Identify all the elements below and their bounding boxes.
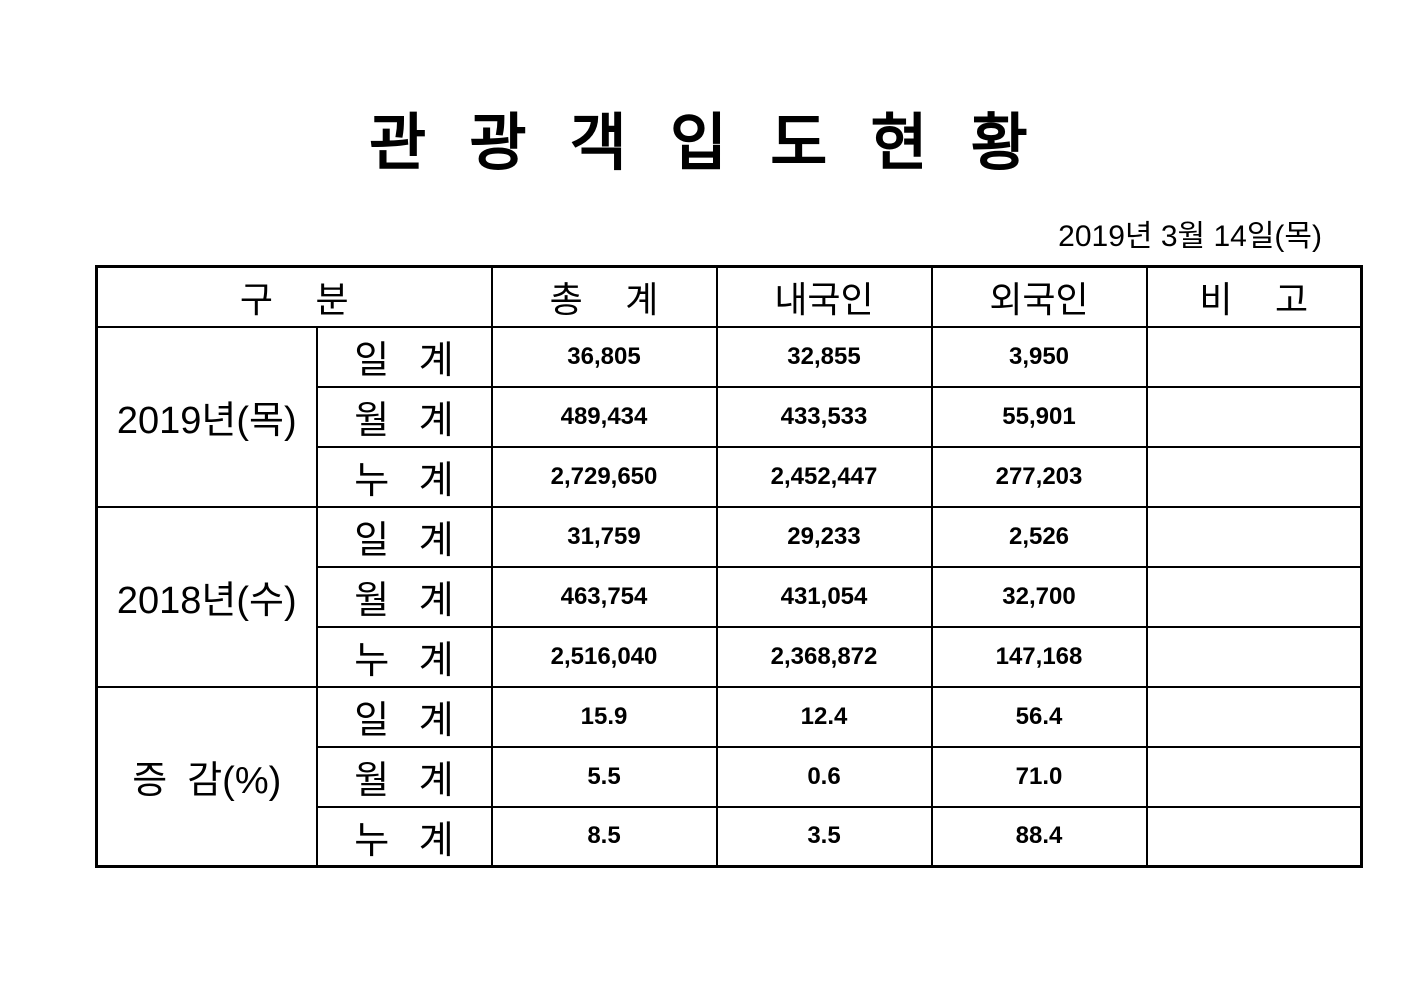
table-row: 2019년(목) 일 계 36,805 32,855 3,950 [95,325,1363,508]
cell-remarks [1145,325,1363,388]
cell-remarks [1145,745,1363,808]
cell-foreign: 147,168 [930,625,1148,688]
header-remarks: 비 고 [1145,265,1363,328]
page-title: 관 광 객 입 도 현 황 [369,109,1034,178]
cell-foreign: 3,950 [930,325,1148,388]
cell-total: 463,754 [490,565,718,628]
cell-domestic: 2,452,447 [715,445,933,508]
cell-total: 489,434 [490,385,718,448]
table-row: 누 계 2,516,040 2,368,872 147,168 [97,625,1363,688]
cell-domestic: 32,855 [715,325,933,388]
cell-total: 36,805 [490,325,718,388]
table-row: 누 계 8.5 3.5 88.4 [97,805,1363,868]
group-change-label: 증 감(%) [95,685,318,868]
cell-domestic: 2,368,872 [715,625,933,688]
cell-domestic: 431,054 [715,565,933,628]
cell-remarks [1145,805,1363,868]
cell-domestic: 12.4 [715,685,933,748]
table-row: 월 계 5.5 0.6 71.0 [97,745,1363,808]
cell-total: 31,759 [490,505,718,568]
cell-domestic: 29,233 [715,505,933,568]
header-domestic: 내국인 [715,265,933,328]
cell-foreign: 56.4 [930,685,1148,748]
row-label-daily: 일 계 [315,325,493,388]
table-row: 월 계 489,434 433,533 55,901 [97,385,1363,448]
row-label-monthly: 월 계 [315,385,493,448]
header-foreign: 외국인 [930,265,1148,328]
row-label-cumulative: 누 계 [315,805,493,868]
cell-total: 2,729,650 [490,445,718,508]
cell-foreign: 277,203 [930,445,1148,508]
cell-remarks [1145,625,1363,688]
cell-foreign: 32,700 [930,565,1148,628]
header-row: 구 분 총 계 내국인 외국인 비 고 [95,265,1363,328]
cell-remarks [1145,565,1363,628]
row-label-monthly: 월 계 [315,565,493,628]
row-label-cumulative: 누 계 [315,625,493,688]
table-row: 증 감(%) 일 계 15.9 12.4 56.4 [95,685,1363,868]
cell-total: 2,516,040 [490,625,718,688]
cell-remarks [1145,685,1363,748]
cell-total: 15.9 [490,685,718,748]
header-category: 구 분 [95,265,493,328]
cell-domestic: 3.5 [715,805,933,868]
row-label-monthly: 월 계 [315,745,493,808]
cell-foreign: 2,526 [930,505,1148,568]
cell-domestic: 0.6 [715,745,933,808]
cell-foreign: 88.4 [930,805,1148,868]
table-row: 누 계 2,729,650 2,452,447 277,203 [97,445,1363,508]
header-total: 총 계 [490,265,718,328]
cell-domestic: 433,533 [715,385,933,448]
cell-remarks [1145,445,1363,508]
cell-remarks [1145,385,1363,448]
table-row: 2018년(수) 일 계 31,759 29,233 2,526 [95,505,1363,688]
tourist-arrival-table: 구 분 총 계 내국인 외국인 비 고 2019년(목) 일 계 36,805 … [95,265,1363,868]
cell-foreign: 55,901 [930,385,1148,448]
row-label-daily: 일 계 [315,685,493,748]
table-row: 월 계 463,754 431,054 32,700 [97,565,1363,628]
cell-remarks [1145,505,1363,568]
cell-foreign: 71.0 [930,745,1148,808]
group-2018-label: 2018년(수) [95,505,318,688]
row-label-cumulative: 누 계 [315,445,493,508]
cell-total: 5.5 [490,745,718,808]
group-2019-label: 2019년(목) [95,325,318,508]
cell-total: 8.5 [490,805,718,868]
report-date: 2019년 3월 14일(목) [1058,220,1322,253]
row-label-daily: 일 계 [315,505,493,568]
